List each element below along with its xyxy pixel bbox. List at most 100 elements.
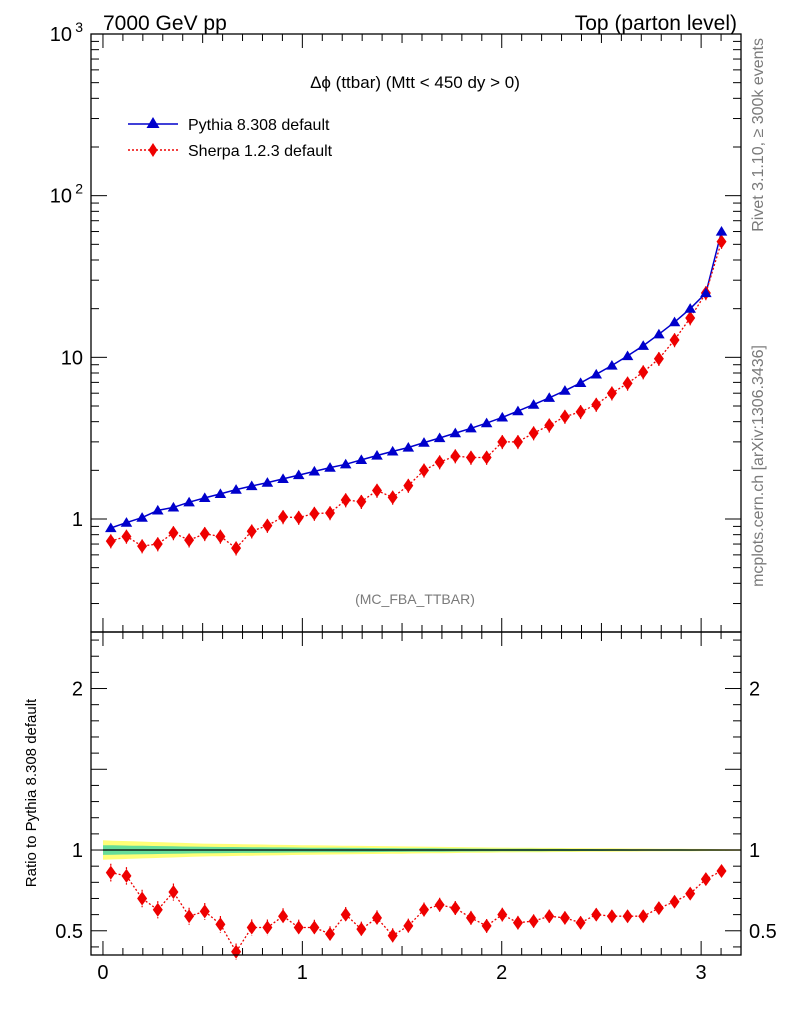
ratio-frame [90, 631, 742, 956]
sherpa-point [262, 518, 273, 533]
sherpa-point [481, 450, 492, 465]
pythia-point [418, 437, 430, 447]
pythia-point [245, 480, 258, 491]
ratio-point [340, 907, 351, 922]
pythia-point [559, 385, 571, 395]
pythia-point [590, 368, 603, 379]
pythia-point [214, 488, 227, 499]
ratio-point [669, 894, 680, 909]
pythia-point [480, 417, 493, 428]
sherpa-point [512, 434, 523, 449]
sherpa-point [685, 311, 696, 326]
sherpa-point [653, 351, 664, 366]
sherpa-point [403, 478, 414, 493]
pythia-point [465, 422, 477, 433]
ratio-point [481, 918, 492, 933]
ratio-point [638, 909, 649, 924]
sherpa-point [387, 490, 398, 505]
ratio-point [262, 920, 273, 935]
sherpa-point [716, 234, 727, 249]
sherpa-point [591, 397, 602, 412]
ratio-point [700, 872, 711, 887]
sherpa-point [418, 463, 429, 478]
pythia-point [653, 328, 665, 339]
legend-pythia-label: Pythia 8.308 default [188, 117, 330, 134]
sherpa-point [278, 509, 289, 524]
pythia-point [637, 340, 649, 350]
sherpa-point [559, 409, 570, 424]
sherpa-point [450, 449, 461, 464]
pythia-point [120, 517, 133, 527]
ratio-point [450, 901, 461, 916]
plot-title: Δϕ (ttbar) (Mtt < 450 dy > 0) [310, 73, 520, 92]
sherpa-point [669, 333, 680, 348]
sherpa-point [465, 450, 476, 465]
y-tick-label: 10 [61, 347, 83, 369]
ratio-point [559, 910, 570, 925]
ratio-point [528, 914, 539, 929]
y-tick-label: 1 [72, 509, 83, 531]
sherpa-point [606, 386, 617, 401]
ratio-point [168, 885, 179, 900]
ratio-point [152, 902, 163, 917]
pythia-point [700, 287, 712, 298]
ratio-point [606, 909, 617, 924]
sherpa-point [325, 505, 336, 520]
ratio-point [105, 865, 116, 880]
sherpa-point [622, 376, 633, 391]
sherpa-point [168, 525, 179, 540]
sherpa-point [215, 529, 226, 544]
pythia-point [543, 392, 556, 402]
pythia-line [110, 231, 723, 529]
pythia-point [386, 445, 399, 456]
sherpa-point [199, 526, 210, 541]
x-tick-label: 3 [696, 962, 707, 984]
ratio-point [199, 904, 210, 919]
y-tick-label: 1 [72, 840, 83, 862]
y-tick-label: 2 [72, 679, 83, 701]
ratio-point [293, 920, 304, 935]
sherpa-point [575, 404, 586, 419]
ratio-point [465, 910, 476, 925]
y-tick-label: 10 [50, 24, 72, 46]
ratio-point [137, 891, 148, 906]
ratio-point [121, 868, 132, 883]
pythia-point [668, 316, 681, 327]
ratio-ylabel: Ratio to Pythia 8.308 default [23, 698, 40, 887]
ratio-point [309, 920, 320, 935]
sherpa-point [184, 533, 195, 548]
ratio-point [622, 909, 633, 924]
ratio-point [512, 915, 523, 930]
ratio-point [184, 909, 195, 924]
ratio-point [356, 922, 367, 937]
pythia-point [339, 458, 352, 469]
x-tick-label: 0 [97, 962, 108, 984]
ratio-point [685, 886, 696, 901]
y-tick-label-right: 1 [749, 840, 760, 862]
ratio-point [575, 915, 586, 930]
sherpa-point [497, 434, 508, 449]
ratio-point [591, 907, 602, 922]
ratio-panel: 0.5 0.5 1 1 2 2 0 1 2 3 Ratio to Pythia 8.308 def… [23, 631, 777, 984]
pythia-point [105, 522, 117, 533]
pythia-point [574, 377, 587, 388]
pythia-point [527, 399, 540, 409]
sherpa-point [246, 524, 257, 539]
pythia-point [402, 441, 415, 452]
ratio-point [403, 918, 414, 933]
sherpa-point [152, 537, 163, 552]
sherpa-point [121, 529, 132, 544]
ratio-point [418, 902, 429, 917]
sherpa-point [137, 539, 148, 554]
ratio-point [716, 864, 727, 879]
pythia-point [308, 465, 321, 476]
main-panel: Δϕ (ttbar) (Mtt < 450 dy > 0) (MC_FBA_TT… [50, 19, 742, 633]
pythia-point [151, 504, 164, 515]
sherpa-point [372, 483, 382, 498]
legend-sherpa-marker [148, 143, 158, 157]
pythia-point [606, 360, 618, 370]
mcplots-label: mcplots.cern.ch [arXiv:1306.3436] [750, 345, 767, 587]
pythia-point [136, 512, 148, 522]
y-tick-exponent: 2 [75, 181, 83, 197]
y-tick-label: 0.5 [55, 921, 83, 943]
